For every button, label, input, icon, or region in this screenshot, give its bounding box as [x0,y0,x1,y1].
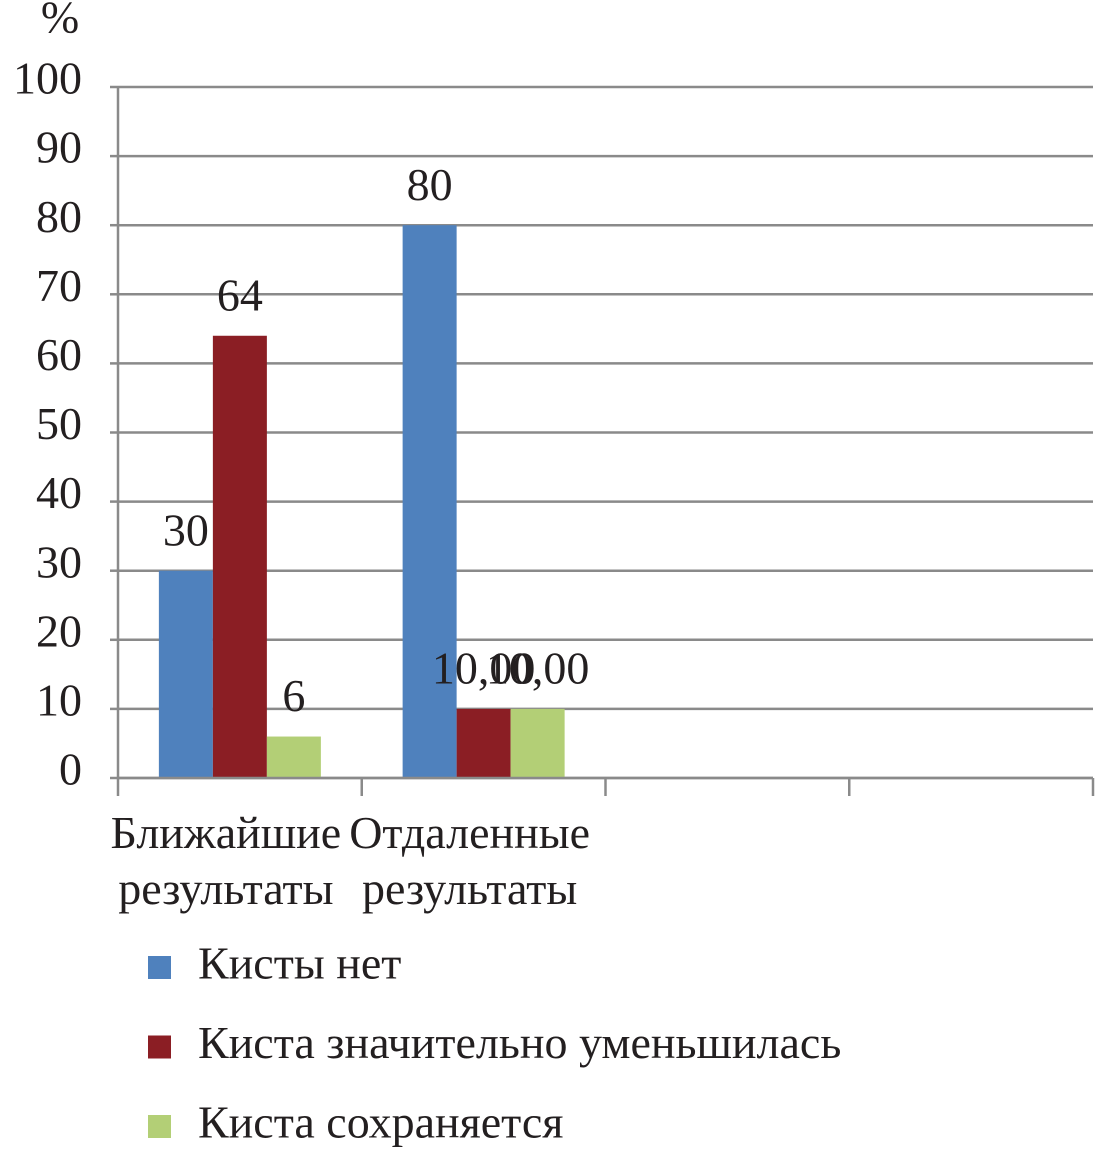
legend-swatch [148,1115,171,1138]
value-label: 6 [282,670,305,721]
y-tick-label: 70 [36,260,82,311]
bar [456,708,511,778]
legend-label: Киста сохраняется [198,1097,563,1148]
legend-swatch [148,1035,171,1059]
y-tick-label: 90 [36,122,82,173]
y-tick-label: 20 [36,605,82,656]
bar [510,708,565,778]
legend-swatch [148,956,171,979]
legend-label: Кисты нет [198,938,401,989]
value-label: 64 [217,269,263,320]
x-tick-label: Отдаленные результаты [349,807,591,914]
value-label: 10,00 [432,642,536,693]
x-tick-label: Ближайшие результаты [110,807,342,914]
legend-label: Киста значительно уменьшилась [198,1017,841,1068]
y-tick-label: 100 [13,53,82,104]
y-tick-label: 50 [36,398,82,449]
y-tick-label: 60 [36,329,82,380]
y-tick-label: 10 [36,674,82,725]
bar [158,570,213,778]
y-tick-label: 30 [36,536,82,587]
y-tick-label: 40 [36,467,82,518]
y-tick-label: 80 [36,191,82,242]
y-tick-label: 0 [59,744,82,795]
y-axis-label: % [41,0,79,43]
value-label: 80 [407,159,453,210]
bar [402,225,457,778]
bar [266,736,321,778]
value-label: 10,00 [486,642,590,693]
value-label: 30 [163,504,209,555]
bar [212,335,267,778]
